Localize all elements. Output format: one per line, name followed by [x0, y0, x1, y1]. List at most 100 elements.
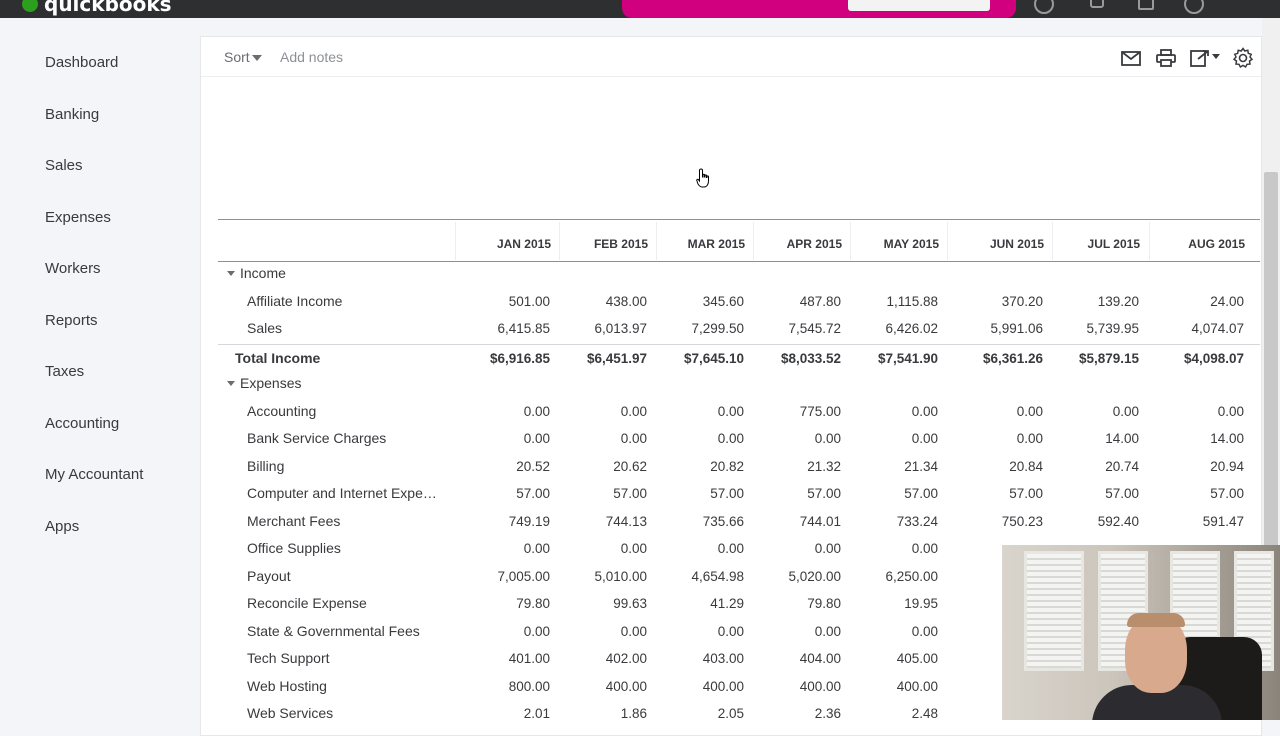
table-row[interactable]: Payout 7,005.00 5,010.00 4,654.98 5,020.00 6,…	[218, 564, 1260, 591]
table-row[interactable]: Web Services 2.01 1.86 2.05 2.36 2.48	[218, 701, 1260, 728]
cell-value[interactable]: 0.00	[814, 541, 841, 556]
table-row[interactable]: Merchant Fees 749.19 744.13 735.66 744.01 733…	[218, 509, 1260, 536]
cell-value[interactable]: 0.00	[717, 623, 744, 639]
cell-value[interactable]: 5,020.00	[788, 568, 841, 584]
cell-value[interactable]: 57.00	[516, 486, 550, 501]
cell-value[interactable]: 0.00	[1016, 431, 1043, 446]
add-notes-link[interactable]: Add notes	[280, 49, 344, 65]
search-icon[interactable]	[1090, 0, 1104, 8]
cell-value[interactable]: 370.20	[1001, 293, 1043, 309]
cell-value[interactable]: 6,013.97	[594, 321, 647, 336]
cell-value[interactable]: $5,879.15	[1078, 350, 1139, 366]
cell-value[interactable]: 7,005.00	[497, 568, 550, 584]
cell-value[interactable]: $7,645.10	[683, 350, 744, 366]
sidebar-item-accounting[interactable]: Accounting	[45, 415, 120, 432]
column-header-jun-2015[interactable]: JUN 2015	[989, 237, 1044, 251]
cell-value[interactable]: 750.23	[1001, 513, 1043, 529]
cell-value[interactable]: 79.80	[516, 596, 550, 611]
table-row[interactable]: Affiliate Income 501.00 438.00 345.60 487.80…	[218, 289, 1260, 316]
print-icon[interactable]	[1155, 47, 1177, 69]
cell-value[interactable]: 20.84	[1009, 458, 1043, 474]
cell-value[interactable]: 744.01	[799, 513, 841, 529]
export-icon[interactable]	[1189, 47, 1221, 69]
column-header-jan-2015[interactable]: JAN 2015	[496, 237, 551, 251]
table-row[interactable]: Web Hosting 800.00 400.00 400.00 400.00 400.0…	[218, 674, 1260, 701]
cell-value[interactable]: 19.95	[904, 596, 938, 611]
cell-value[interactable]: 6,415.85	[497, 321, 550, 336]
profile-icon[interactable]	[1184, 0, 1204, 14]
cell-value[interactable]: 57.00	[613, 486, 647, 501]
cell-value[interactable]: 57.00	[904, 486, 938, 501]
cell-value[interactable]: 0.00	[717, 431, 744, 446]
cell-value[interactable]: 4,074.07	[1191, 321, 1244, 336]
cell-value[interactable]: 0.00	[523, 541, 550, 556]
cell-value[interactable]: 0.00	[620, 431, 647, 446]
cell-value[interactable]: 57.00	[1105, 486, 1139, 501]
cell-value[interactable]: 139.20	[1097, 293, 1139, 309]
cell-value[interactable]: 57.00	[1009, 486, 1043, 501]
cell-value[interactable]: 1,115.88	[886, 293, 938, 309]
row-label[interactable]: Computer and Internet Expe…	[247, 485, 437, 501]
cell-value[interactable]: 0.00	[1112, 403, 1139, 419]
cell-value[interactable]: 501.00	[508, 293, 550, 309]
cell-value[interactable]: 7,299.50	[691, 321, 744, 336]
cell-value[interactable]: 0.00	[717, 403, 744, 419]
row-label[interactable]: Billing	[247, 457, 285, 474]
cell-value[interactable]: 2.36	[814, 706, 841, 721]
cell-value[interactable]: 21.34	[904, 458, 938, 474]
cell-value[interactable]: 403.00	[702, 651, 744, 666]
cell-value[interactable]: 6,426.02	[885, 321, 938, 336]
table-row[interactable]: Sales 6,415.85 6,013.97 7,299.50 7,545.72 6,4…	[218, 316, 1260, 343]
row-label[interactable]: Tech Support	[247, 650, 330, 666]
row-label[interactable]: Total Income	[235, 349, 321, 366]
cell-value[interactable]: 0.00	[911, 403, 938, 419]
sidebar-item-dashboard[interactable]: Dashboard	[45, 54, 119, 71]
sidebar-item-sales[interactable]: Sales	[45, 157, 83, 174]
cell-value[interactable]: 405.00	[896, 651, 938, 666]
cell-value[interactable]: 345.60	[702, 293, 744, 309]
sidebar-item-expenses[interactable]: Expenses	[45, 209, 111, 226]
column-header-may-2015[interactable]: MAY 2015	[883, 237, 939, 251]
cell-value[interactable]: 735.66	[702, 513, 744, 529]
cell-value[interactable]: $6,361.26	[982, 350, 1043, 366]
table-row[interactable]: Computer and Internet Expe… 57.00 57.00 57.…	[218, 481, 1260, 508]
cell-value[interactable]: 4,654.98	[691, 568, 744, 584]
promo-button[interactable]	[848, 0, 990, 11]
cell-value[interactable]: 57.00	[710, 486, 744, 501]
total-row[interactable]: Total Income $6,916.85 $6,451.97 $7,645.10 $…	[218, 346, 1260, 373]
cell-value[interactable]: 0.00	[911, 431, 938, 446]
cell-value[interactable]: 57.00	[807, 486, 841, 501]
cell-value[interactable]: 487.80	[799, 293, 841, 309]
cell-value[interactable]: 0.00	[911, 541, 938, 556]
cell-value[interactable]: 404.00	[799, 651, 841, 666]
help-icon[interactable]	[1034, 0, 1054, 14]
cell-value[interactable]: 592.40	[1097, 513, 1139, 529]
cell-value[interactable]: 20.62	[613, 458, 647, 474]
cell-value[interactable]: 41.29	[710, 596, 744, 611]
row-label[interactable]: State & Governmental Fees	[247, 622, 420, 639]
cell-value[interactable]: 591.47	[1202, 513, 1244, 529]
cell-value[interactable]: 24.00	[1210, 293, 1244, 309]
quickbooks-logo[interactable]: quickbooks	[22, 0, 172, 16]
cell-value[interactable]: 400.00	[605, 678, 647, 694]
cell-value[interactable]: 0.00	[620, 623, 647, 639]
sidebar-item-banking[interactable]: Banking	[45, 106, 100, 123]
cell-value[interactable]: 7,545.72	[788, 321, 841, 336]
email-icon[interactable]	[1120, 47, 1142, 69]
collapse-caret-icon[interactable]	[227, 271, 235, 276]
settings-icon[interactable]	[1232, 47, 1254, 69]
sidebar-item-workers[interactable]: Workers	[45, 260, 101, 277]
cell-value[interactable]: 14.00	[1105, 431, 1139, 446]
cell-value[interactable]: 14.00	[1210, 431, 1244, 446]
cell-value[interactable]: 400.00	[896, 678, 938, 694]
cell-value[interactable]: 1.86	[620, 706, 647, 721]
cell-value[interactable]: 744.13	[605, 513, 647, 529]
cell-value[interactable]: 2.01	[523, 706, 550, 721]
table-row[interactable]: State & Governmental Fees 0.00 0.00 0.00 0.0…	[218, 619, 1260, 646]
cell-value[interactable]: 0.00	[620, 541, 647, 556]
cell-value[interactable]: $6,916.85	[489, 350, 550, 366]
cell-value[interactable]: 401.00	[508, 651, 550, 666]
row-label[interactable]: Payout	[247, 567, 291, 584]
table-row[interactable]: Bank Service Charges 0.00 0.00 0.00 0.00 0.00…	[218, 426, 1260, 453]
cell-value[interactable]: 2.05	[717, 706, 744, 721]
